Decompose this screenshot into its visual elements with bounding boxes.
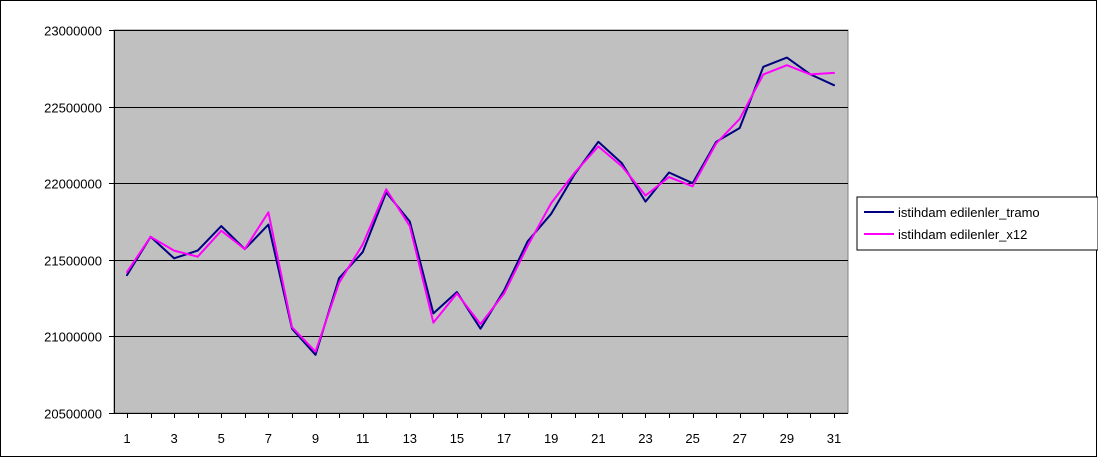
- series-lines: [126, 56, 835, 356]
- data-point-s1-0: [126, 271, 128, 273]
- data-point-s1-9: [338, 282, 340, 284]
- y-tick-label-4: 22500000: [44, 101, 102, 116]
- data-point-s0-12: [409, 220, 411, 223]
- data-point-s1-21: [621, 165, 623, 168]
- x-tick-label-7: 15: [450, 431, 464, 446]
- data-point-s0-13: [432, 312, 435, 315]
- x-tick-label-12: 25: [685, 431, 699, 446]
- data-point-s1-23: [668, 176, 670, 178]
- y-tick-label-1: 21000000: [44, 330, 102, 345]
- data-point-s1-29: [809, 73, 812, 76]
- x-tick-label-3: 7: [265, 431, 272, 446]
- data-point-s1-22: [644, 194, 647, 197]
- data-point-s0-0: [126, 274, 128, 276]
- data-point-s1-26: [738, 118, 741, 120]
- data-point-s0-17: [526, 240, 529, 243]
- y-tick-label-3: 22000000: [44, 177, 102, 192]
- x-tick-label-1: 3: [171, 431, 178, 446]
- data-point-s0-6: [267, 223, 270, 226]
- data-point-s1-2: [173, 249, 175, 252]
- data-point-s1-10: [361, 243, 364, 246]
- legend-label-x12: istihdam edilenler_x12: [898, 227, 1027, 242]
- data-point-s0-28: [786, 56, 788, 59]
- x-axis: 1 3 5 7 9 11 13 15 17 19 21 23 25 27 29 31: [114, 413, 848, 446]
- data-point-s1-8: [314, 350, 317, 353]
- data-point-s0-20: [597, 141, 600, 143]
- legend-box: [856, 196, 1098, 251]
- data-point-s1-28: [786, 64, 788, 66]
- x-tick-label-4: 9: [312, 431, 319, 446]
- data-point-s1-27: [762, 73, 765, 76]
- data-point-s1-13: [432, 321, 435, 324]
- x-tick-label-8: 17: [497, 431, 511, 446]
- x-tick-label-9: 19: [544, 431, 558, 446]
- data-point-s0-23: [668, 171, 670, 174]
- x-tick-label-15: 31: [827, 431, 841, 446]
- x-tick-label-2: 5: [218, 431, 225, 446]
- data-point-s0-27: [762, 66, 765, 68]
- plot-area: [113, 29, 849, 414]
- data-point-s0-14: [456, 291, 458, 293]
- x-tick-label-14: 29: [780, 431, 794, 446]
- data-point-s1-25: [715, 142, 717, 145]
- y-tick-label-0: 20500000: [44, 407, 102, 422]
- y-axis: 20500000 21000000 21500000 22000000 22500000…: [44, 24, 115, 422]
- data-point-s0-2: [173, 257, 175, 260]
- data-point-s0-21: [621, 162, 623, 165]
- data-point-s1-12: [409, 225, 411, 227]
- data-point-s0-3: [196, 249, 199, 252]
- data-point-s1-15: [479, 323, 482, 325]
- data-point-s1-16: [503, 292, 505, 295]
- data-point-s0-26: [738, 127, 741, 129]
- gridlines: [114, 30, 848, 337]
- x-tick-label-6: 13: [403, 431, 417, 446]
- data-point-s0-4: [220, 225, 223, 227]
- data-point-s1-4: [220, 229, 223, 232]
- data-point-s1-7: [291, 326, 293, 329]
- data-point-s0-22: [644, 200, 647, 203]
- x-tick-label-0: 1: [123, 431, 130, 446]
- y-tick-label-2: 21500000: [44, 254, 102, 269]
- data-point-s1-18: [550, 202, 552, 204]
- x-tick-label-11: 23: [638, 431, 652, 446]
- data-point-s1-1: [149, 236, 152, 238]
- data-point-s1-17: [526, 245, 529, 247]
- data-point-s0-18: [550, 213, 552, 215]
- data-point-s1-11: [385, 188, 388, 191]
- x-tick-label-13: 27: [732, 431, 746, 446]
- legend: istihdam edilenler_tramo istihdam edilen…: [856, 196, 1098, 251]
- data-point-s0-15: [479, 327, 482, 330]
- data-point-s0-9: [338, 277, 340, 280]
- data-point-s1-6: [267, 211, 270, 214]
- data-point-s0-10: [361, 251, 364, 253]
- data-point-s1-5: [244, 248, 246, 250]
- data-point-s0-8: [314, 354, 317, 356]
- data-point-s1-30: [833, 72, 835, 74]
- data-point-s0-30: [833, 84, 835, 86]
- data-point-s1-19: [574, 171, 576, 174]
- legend-label-tramo: istihdam edilenler_tramo: [898, 205, 1040, 220]
- data-point-s1-24: [691, 185, 694, 188]
- x-tick-label-5: 11: [356, 431, 370, 446]
- y-tick-label-5: 23000000: [44, 24, 102, 39]
- data-point-s1-14: [456, 292, 458, 295]
- data-point-s1-3: [196, 255, 199, 258]
- x-tick-label-10: 21: [591, 431, 605, 446]
- data-point-s1-20: [597, 145, 600, 148]
